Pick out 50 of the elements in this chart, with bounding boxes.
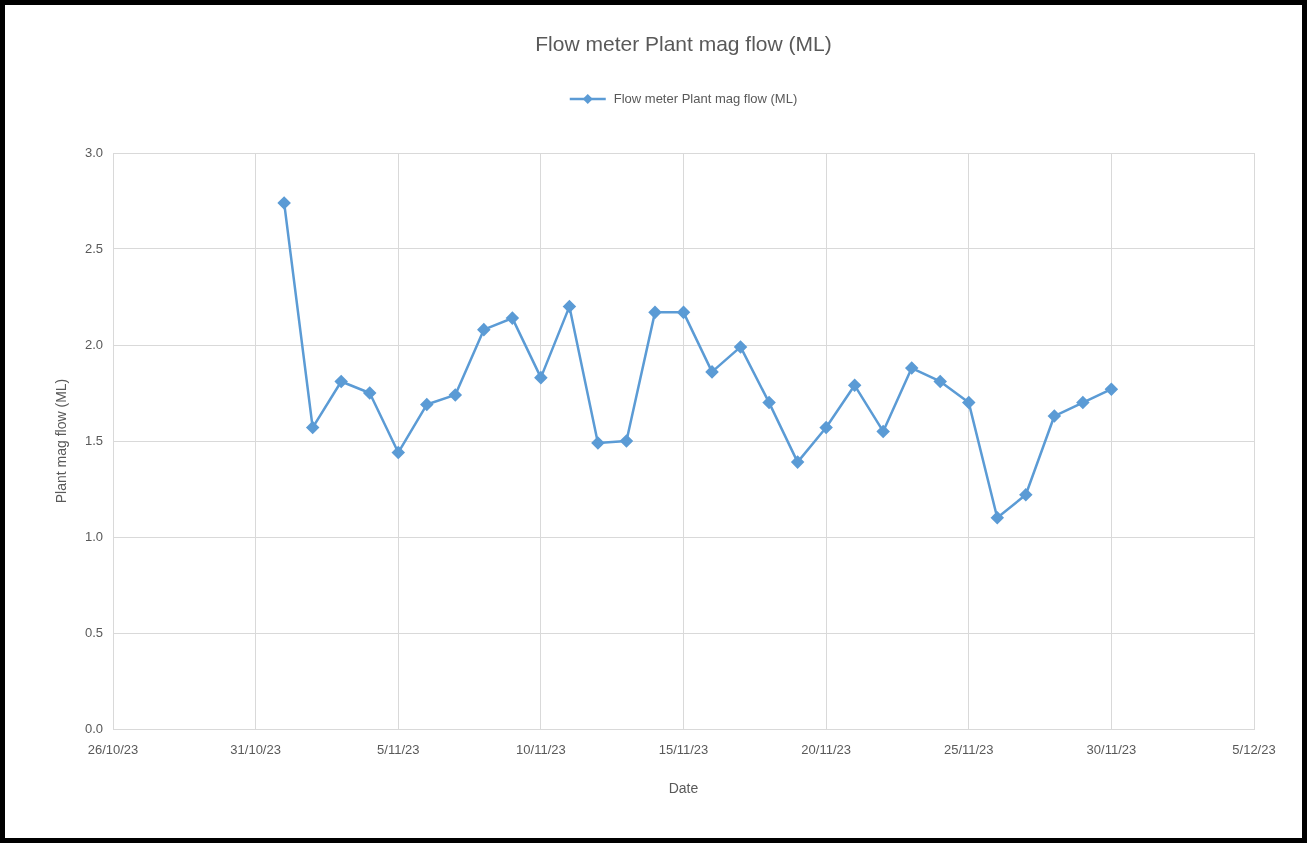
point — [334, 375, 348, 388]
y-tick-label: 2.5 — [84, 240, 103, 256]
point — [1105, 382, 1118, 396]
x-axis-title: Date — [668, 780, 699, 797]
x-tick-label: 26/10/23 — [87, 742, 139, 758]
point — [363, 386, 376, 400]
point — [762, 396, 776, 409]
x-tick-label: 5/12/23 — [1232, 742, 1276, 758]
point — [933, 375, 947, 388]
y-tick-label: 3.0 — [84, 144, 103, 160]
point — [991, 511, 1004, 525]
point — [1048, 409, 1061, 423]
point — [392, 446, 405, 459]
point — [449, 388, 462, 402]
point — [563, 300, 576, 313]
x-tick-label: 5/11/23 — [377, 742, 420, 758]
point — [876, 425, 890, 438]
x-tick-label: 15/11/23 — [658, 742, 709, 758]
point — [591, 436, 605, 450]
point — [277, 196, 291, 210]
x-tick-label: 20/11/23 — [801, 742, 851, 758]
point — [1076, 396, 1090, 409]
y-tick-label: 1.5 — [84, 432, 103, 448]
point — [620, 434, 633, 448]
point — [1019, 488, 1033, 502]
point — [848, 379, 861, 392]
point — [791, 455, 804, 469]
point — [734, 340, 747, 354]
y-tick-label: 0.0 — [84, 720, 103, 736]
point — [677, 306, 690, 319]
y-axis-title: Plant mag flow (ML) — [53, 378, 70, 504]
point — [648, 306, 662, 319]
point — [905, 361, 918, 375]
point — [819, 421, 833, 434]
chart-title: Flow meter Plant mag flow (ML) — [535, 31, 832, 55]
point — [705, 365, 719, 379]
x-tick-label: 25/11/23 — [943, 742, 994, 758]
x-tick-label: 10/11/23 — [516, 742, 566, 758]
y-tick-label: 1.0 — [84, 528, 103, 544]
point — [962, 396, 975, 409]
x-tick-label: 31/10/23 — [230, 742, 281, 758]
point — [420, 398, 434, 411]
point — [534, 371, 548, 384]
point — [306, 421, 319, 434]
point — [506, 311, 519, 325]
legend-label: Flow meter Plant mag flow (ML) — [613, 90, 798, 106]
point — [477, 323, 491, 336]
y-tick-label: 0.5 — [84, 624, 103, 640]
y-tick-label: 2.0 — [84, 336, 103, 352]
x-tick-label: 30/11/23 — [1086, 742, 1137, 758]
